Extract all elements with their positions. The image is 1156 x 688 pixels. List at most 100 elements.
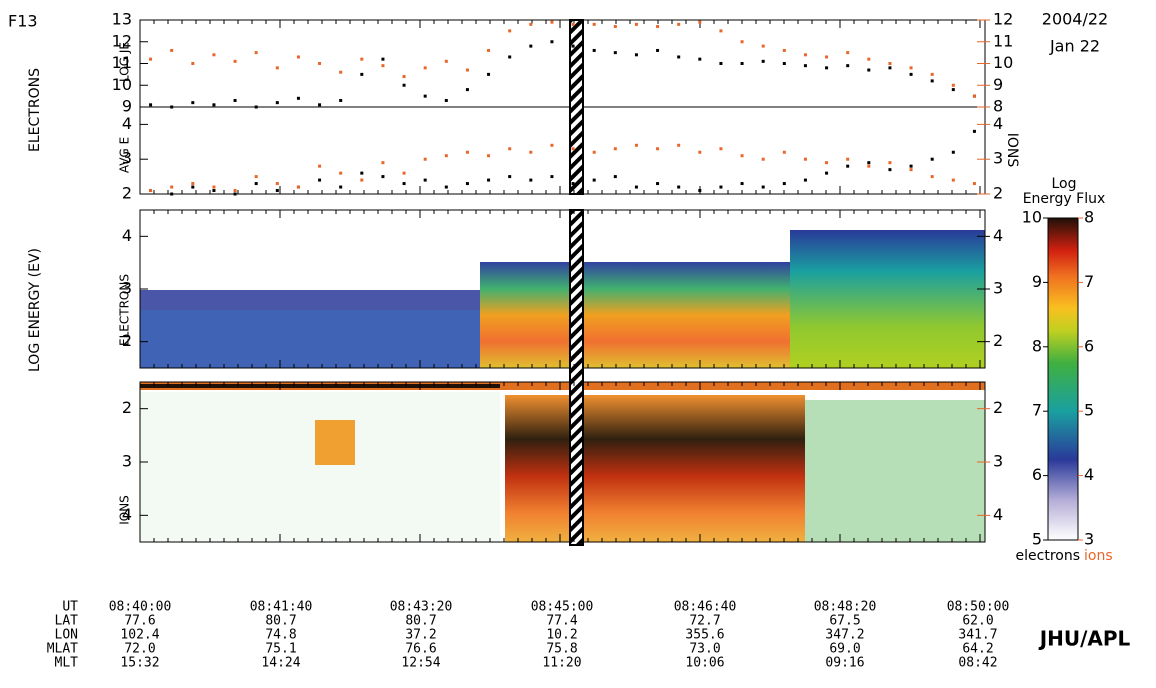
data-point: [846, 164, 850, 168]
y-tick-label: 2: [122, 331, 132, 350]
colorbar: [1047, 217, 1079, 541]
data-point: [656, 182, 660, 186]
data-point: [254, 182, 258, 186]
data-point: [487, 154, 491, 158]
data-point: [381, 64, 385, 68]
data-point: [423, 94, 427, 98]
data-point: [972, 94, 976, 98]
data-point: [233, 98, 237, 102]
data-point: [698, 20, 702, 24]
table-cell: 72.0: [124, 642, 155, 657]
y2-tick-label: 2: [993, 331, 1003, 350]
data-point: [930, 157, 934, 161]
y-tick-label: 3: [122, 149, 132, 168]
data-point: [613, 25, 617, 29]
data-point: [318, 164, 322, 168]
day: Jan 22: [1049, 37, 1100, 56]
table-cell: 77.6: [124, 614, 155, 629]
table-cell: 64.2: [962, 642, 993, 657]
data-point: [550, 40, 554, 44]
data-point: [254, 51, 258, 55]
data-point: [613, 147, 617, 151]
row-label: UT: [62, 600, 78, 615]
data-point: [951, 150, 955, 154]
colorbar-tick-label: 7: [1084, 272, 1094, 291]
data-point: [846, 157, 850, 161]
data-point: [761, 157, 765, 161]
side-label: LOG ENERGY (EV): [27, 248, 43, 372]
data-point: [782, 62, 786, 65]
y2-tick-label: 11: [993, 31, 1013, 50]
data-point: [318, 178, 322, 182]
data-point: [867, 164, 871, 168]
data-point: [740, 62, 744, 65]
table-cell: 69.0: [829, 642, 860, 657]
data-point: [972, 129, 976, 133]
data-point: [782, 150, 786, 154]
data-point: [846, 64, 850, 68]
data-point: [634, 22, 638, 26]
y-axis-label: ELECTRONS: [118, 274, 132, 346]
y-axis-label: AVG E: [118, 137, 132, 173]
data-point: [930, 79, 934, 83]
data-point: [909, 72, 913, 76]
y-tick-label: 11: [112, 53, 132, 72]
data-point: [740, 40, 744, 44]
colorbar-tick-label: 6: [1084, 336, 1094, 355]
data-point: [170, 185, 174, 189]
y-tick-label: 13: [112, 10, 132, 29]
y2-tick-label: 2: [993, 398, 1003, 417]
data-point: [951, 83, 955, 87]
table-cell: 75.8: [546, 642, 577, 657]
data-point: [275, 189, 279, 193]
data-point: [867, 57, 871, 61]
data-point: [508, 175, 512, 179]
side-label: ELECTRONS: [27, 68, 43, 152]
y-tick-label: 2: [122, 398, 132, 417]
table-cell: 08:40:00: [109, 600, 172, 615]
y2-tick-label: 3: [993, 149, 1003, 168]
data-point: [634, 53, 638, 57]
data-point: [212, 189, 216, 193]
data-point: [592, 48, 596, 52]
credit: JHU/APL: [1038, 627, 1131, 651]
data-point: [233, 192, 237, 196]
data-point: [571, 182, 575, 186]
data-point: [444, 98, 448, 102]
y-tick-label: 4: [122, 505, 132, 524]
y2-axis-label: IONS: [1004, 133, 1020, 168]
data-point: [212, 53, 216, 57]
row-label: LON: [55, 628, 78, 643]
data-point: [825, 171, 829, 175]
table-cell: 11:20: [542, 656, 581, 671]
data-point: [825, 66, 829, 70]
table-cell: 08:42: [958, 656, 997, 671]
data-point: [339, 171, 343, 175]
data-point: [972, 182, 976, 186]
data-point: [402, 75, 406, 79]
data-point: [761, 44, 765, 48]
data-point: [423, 157, 427, 161]
data-point: [529, 150, 533, 154]
colorbar-tick-label: 6: [1032, 465, 1042, 484]
colorbar-tick-label: 8: [1084, 208, 1094, 227]
data-point: [571, 147, 575, 151]
data-point: [339, 98, 343, 102]
y-tick-label: 10: [112, 75, 132, 94]
table-cell: 08:41:40: [250, 600, 313, 615]
data-point: [803, 53, 807, 57]
y-tick-label: 3: [122, 279, 132, 298]
data-point: [381, 57, 385, 61]
data-point: [254, 105, 258, 109]
data-point: [275, 101, 279, 105]
data-point: [719, 62, 723, 65]
table-cell: 76.6: [405, 642, 436, 657]
y2-tick-label: 4: [993, 505, 1003, 524]
data-point: [761, 185, 765, 189]
colorbar-subtitle: Energy Flux: [1023, 191, 1106, 207]
table-cell: 75.1: [265, 642, 296, 657]
data-point: [465, 68, 469, 72]
data-point: [888, 66, 892, 70]
row-label: LAT: [55, 614, 79, 629]
data-point: [275, 66, 279, 70]
